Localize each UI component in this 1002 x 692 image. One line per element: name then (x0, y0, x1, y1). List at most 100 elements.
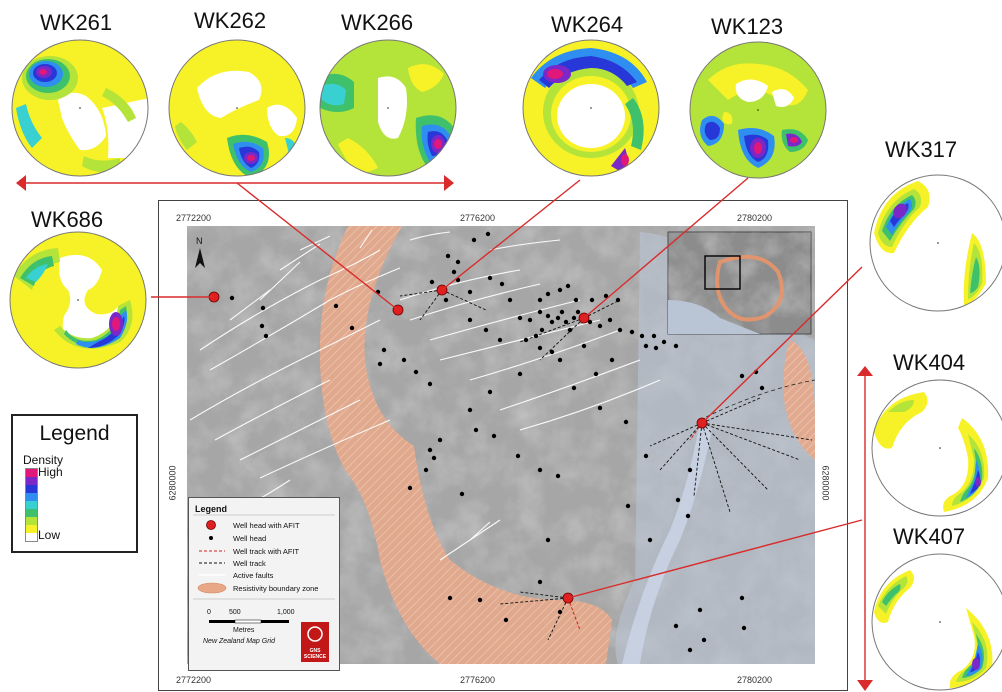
stereonet-wk261 (11, 39, 149, 177)
well-head-dot (413, 369, 419, 375)
well-head-dot (615, 297, 621, 303)
well-head-dot (687, 467, 693, 473)
density-legend-title: Legend (39, 422, 110, 445)
well-head-dot (497, 337, 503, 343)
well-head-dot (687, 647, 693, 653)
density-low-label: Low (38, 528, 61, 542)
gns-logo (301, 622, 329, 662)
bracket-arrows (16, 175, 873, 691)
stereonet-wk317 (869, 174, 1002, 312)
map-legend-symbols (193, 514, 335, 662)
well-head-dot (673, 343, 679, 349)
well-head-dot (471, 237, 477, 243)
density-label: Density (23, 453, 64, 467)
well-head-dot (537, 345, 543, 351)
well-track-afit (567, 597, 581, 631)
well-head-dot (675, 497, 681, 503)
well-head-dot (565, 283, 571, 289)
density-high-label: High (38, 465, 63, 479)
well-head-dot (685, 513, 691, 519)
well-label-wk262: WK262 (194, 8, 267, 33)
stereonet-wk404 (871, 379, 1002, 517)
well-head-dot (625, 503, 631, 509)
well-head-dot (401, 357, 407, 363)
well-head-dot (545, 291, 551, 297)
well-head-dot (563, 319, 569, 325)
legend-symbol-resistivity (197, 582, 227, 594)
well-head-dot (647, 537, 653, 543)
stereonet-wk123 (689, 41, 827, 179)
well-head-dot (593, 371, 599, 377)
well-head-dot (381, 347, 387, 353)
well-head-dot (431, 455, 437, 461)
density-swatch (26, 477, 37, 485)
well-head-dot (437, 437, 443, 443)
well-label-wk266: WK266 (341, 10, 414, 35)
well-head-dot (499, 281, 505, 287)
density-legend: Legend Density High Low (11, 414, 138, 553)
well-head-dot (407, 485, 413, 491)
map-legend-title: Legend (195, 504, 228, 514)
well-head-dot (533, 333, 539, 339)
well-head-dot (491, 433, 497, 439)
stereonet-wk262 (168, 39, 306, 177)
coord-bottom-2780200: 2780200 (737, 675, 773, 685)
stereonet-wk686 (9, 231, 147, 369)
well-head-dot (477, 597, 483, 603)
well-tracks (399, 289, 813, 641)
well-head-dot (653, 345, 659, 351)
well-head-dot (571, 385, 577, 391)
well-label-wk261: WK261 (40, 10, 113, 35)
connector-wk123 (583, 177, 749, 319)
north-label: N (196, 236, 203, 246)
well-head-dot (557, 609, 563, 615)
well-head-dot (739, 595, 745, 601)
well-head-dot (609, 357, 615, 363)
well-head-dot (485, 231, 491, 237)
well-heads (229, 231, 765, 653)
well-head-dot (515, 453, 521, 459)
well-head-dot (555, 315, 561, 321)
well-head-dot (427, 447, 433, 453)
coord-top-2772200: 2772200 (176, 213, 212, 223)
well-head-dot (537, 579, 543, 585)
well-label-wk407: WK407 (893, 524, 966, 549)
inset-map (667, 231, 812, 335)
legend-symbol-well-head (209, 536, 213, 540)
scale-unit: Metres (233, 627, 255, 634)
density-swatch (26, 533, 37, 541)
connector-wk264 (441, 179, 581, 291)
well-head-dot (555, 473, 561, 479)
well-head-dot (507, 297, 513, 303)
well-head-dot (549, 349, 555, 355)
well-head-dot (537, 309, 543, 315)
stereonet-wk264 (522, 39, 660, 177)
well-label-wk404: WK404 (893, 350, 966, 375)
well-head-dot (229, 295, 235, 301)
well-head-dot (445, 253, 451, 259)
well-head-dot (455, 259, 461, 265)
well-label-wk264: WK264 (551, 12, 624, 37)
connectors (20, 177, 866, 686)
resistivity-zone-east (783, 340, 815, 460)
well-head-dot (559, 309, 565, 315)
density-swatch (26, 517, 37, 525)
well-head-dot (259, 323, 265, 329)
well-head-dot (545, 537, 551, 543)
coord-bottom-2772200: 2772200 (176, 675, 212, 685)
well-label-wk686: WK686 (31, 207, 104, 232)
well-head-dot (487, 389, 493, 395)
well-head-dot (651, 333, 657, 339)
gns-logo-text: GNS SCIENCE (303, 648, 327, 660)
well-head-dot (661, 339, 667, 345)
well-head-dot (447, 595, 453, 601)
well-head-dot (487, 275, 493, 281)
well-head-dot (263, 333, 269, 339)
well-head-dot (451, 269, 457, 275)
well-head-dot (523, 337, 529, 343)
density-color-bar (25, 468, 38, 542)
coord-bottom-2776200: 2776200 (460, 675, 496, 685)
legend-item-faults: Active faults (233, 571, 274, 580)
well-head-dot (467, 289, 473, 295)
well-head-dot (739, 373, 745, 379)
